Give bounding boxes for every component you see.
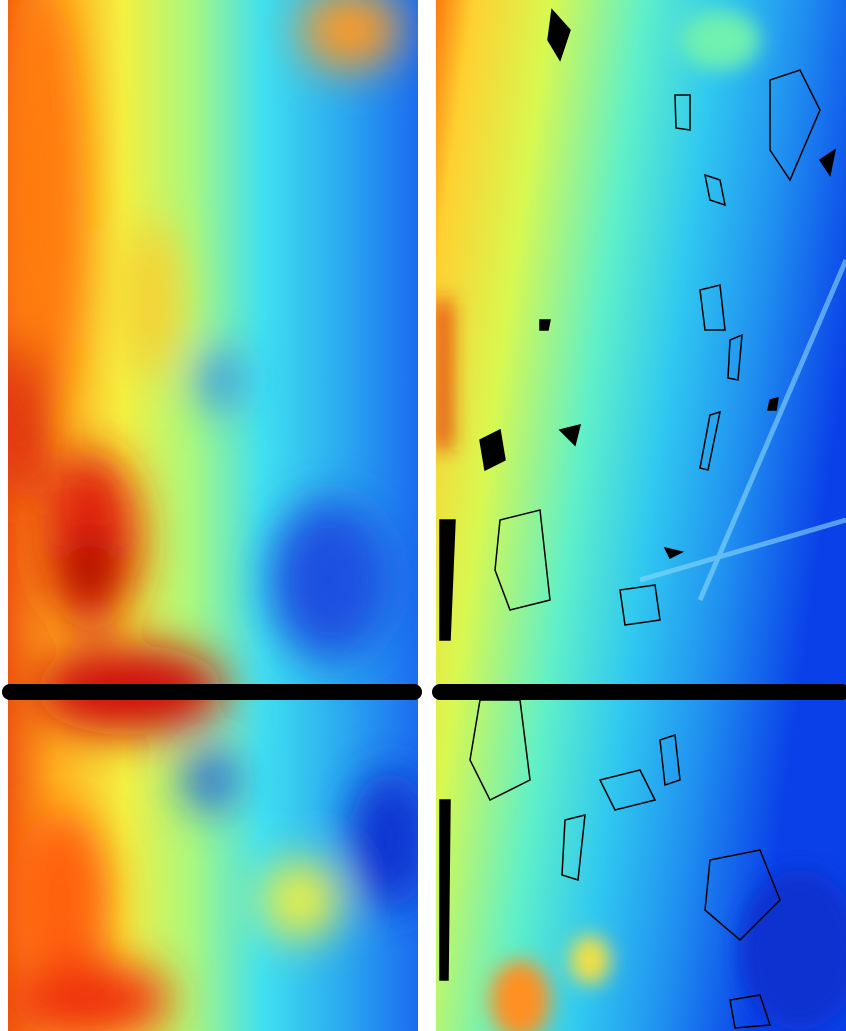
blob <box>350 770 430 910</box>
figure <box>0 0 846 1031</box>
speckle <box>440 800 450 980</box>
speckle <box>540 320 550 330</box>
left-panel <box>0 0 430 1031</box>
blob <box>200 350 240 410</box>
blob <box>436 300 450 450</box>
blob <box>570 935 610 985</box>
blob <box>120 220 180 380</box>
body <box>0 0 846 1031</box>
blob <box>260 860 340 940</box>
blob <box>680 10 760 70</box>
page: Heatmap comparison {} html, body { margi… <box>0 0 846 1031</box>
blob <box>270 500 390 660</box>
blob <box>185 750 235 810</box>
right-panel <box>436 0 846 1031</box>
speckle <box>768 398 778 410</box>
blob <box>68 540 112 600</box>
